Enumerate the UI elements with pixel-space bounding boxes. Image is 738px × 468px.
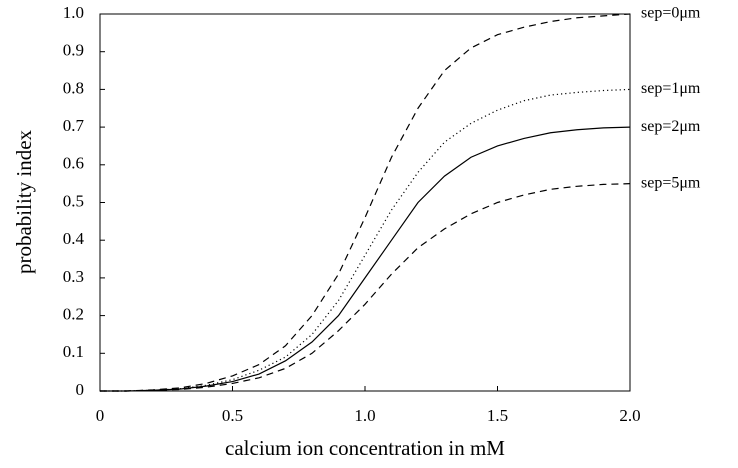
- y-tick-label: 0.9: [63, 41, 84, 60]
- series-label: sep=2μm: [641, 118, 701, 135]
- y-axis-label: probability index: [12, 129, 36, 274]
- x-tick-label: 0.5: [222, 406, 243, 425]
- line-series: [100, 183, 631, 392]
- series-label: sep=1μm: [641, 80, 701, 97]
- x-tick-label: 0: [96, 406, 105, 425]
- series-label: sep=0μm: [641, 5, 701, 22]
- y-tick-label: 0.6: [63, 154, 84, 173]
- y-tick-label: 1.0: [63, 3, 84, 22]
- y-tick-label: 0.1: [63, 342, 84, 361]
- y-tick-label: 0.3: [63, 267, 84, 286]
- y-tick-label: 0.2: [63, 305, 84, 324]
- line-series: [100, 126, 631, 392]
- y-tick-label: 0.8: [63, 78, 84, 97]
- y-tick-label: 0.7: [63, 116, 85, 135]
- y-tick-label: 0.4: [63, 229, 85, 248]
- plot-frame: [99, 13, 631, 392]
- y-tick-label: 0: [76, 380, 85, 399]
- series-label: sep=5μm: [641, 174, 701, 191]
- x-tick-label: 2.0: [619, 406, 640, 425]
- x-tick-label: 1.0: [354, 406, 375, 425]
- line-series: [100, 13, 631, 392]
- x-axis-label: calcium ion concentration in mM: [225, 436, 505, 460]
- line-series: [100, 88, 631, 392]
- x-tick-label: 1.5: [487, 406, 508, 425]
- y-tick-label: 0.5: [63, 191, 84, 210]
